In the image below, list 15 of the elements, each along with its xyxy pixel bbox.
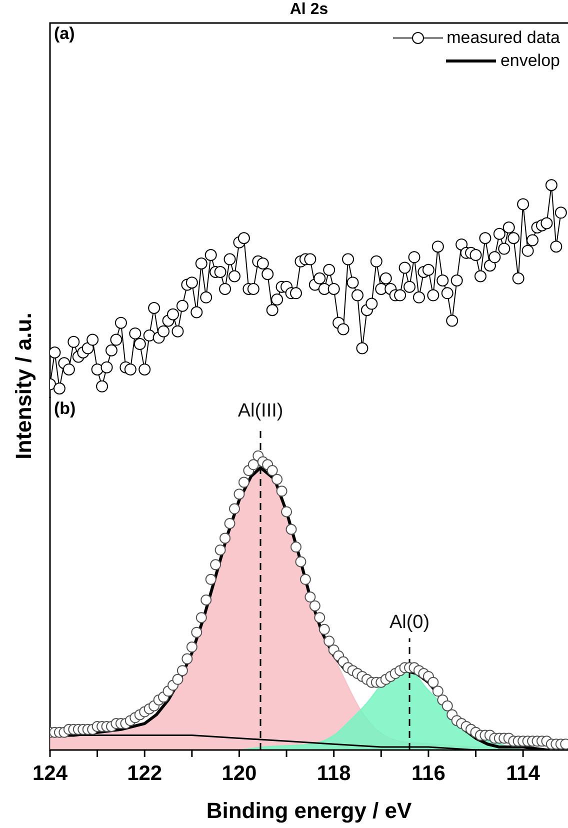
x-tick-label: 120 [222,762,257,785]
ref-line-label: Al(III) [238,400,284,422]
x-tick-label: 124 [32,762,68,785]
y-axis-title: Intensity / a.u. [11,312,37,460]
chart-title: Al 2s [288,1,330,19]
text: (a) [54,24,75,44]
text: (b) [54,399,76,419]
x-tick-label: 122 [127,762,162,785]
x-tick-label: 114 [506,762,540,785]
legend-label: measured data [446,28,560,48]
x-axis-title: Binding energy / eV [206,798,412,823]
x-tick-label: 116 [412,762,446,785]
legend-label: envelop [500,50,560,70]
x-tick-label: 118 [316,762,352,785]
ref-line-label: Al(0) [389,612,430,634]
